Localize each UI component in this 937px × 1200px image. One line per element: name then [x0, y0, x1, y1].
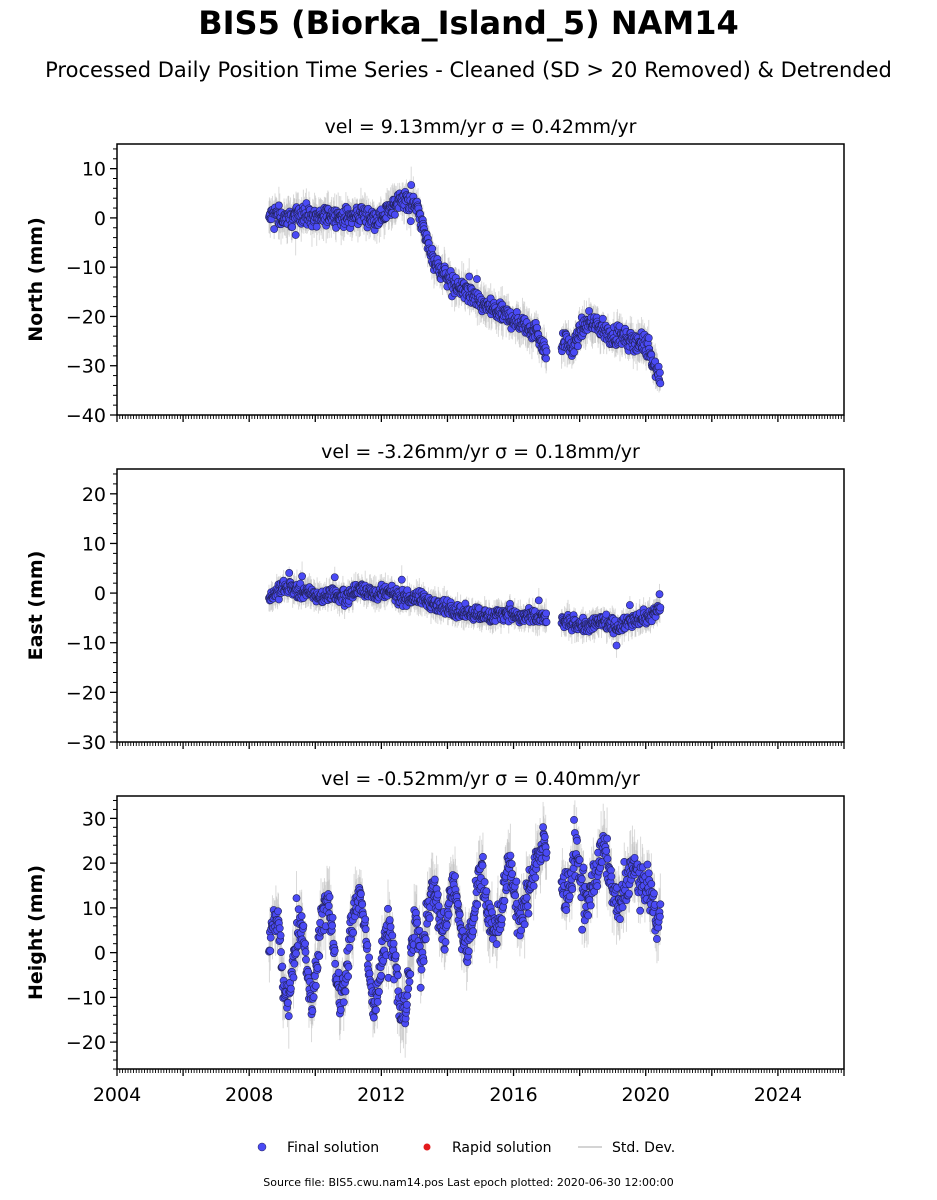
data-point: [570, 348, 578, 357]
data-point: [397, 575, 406, 584]
panel-title: vel = -0.52mm/yr σ = 0.40mm/yr: [321, 768, 640, 790]
data-point: [656, 603, 665, 612]
data-point: [656, 368, 664, 377]
data-point: [285, 569, 294, 577]
y-tick-label: −30: [66, 356, 106, 378]
data-point: [656, 379, 665, 388]
y-tick-label: 10: [82, 533, 106, 555]
y-tick-label: 20: [82, 484, 106, 506]
data-point: [270, 225, 279, 233]
data-point: [465, 272, 474, 281]
data-point: [312, 222, 321, 231]
data-points: [265, 166, 665, 393]
y-tick-label: −10: [66, 257, 106, 279]
data-point: [602, 610, 611, 619]
panel-title: vel = -3.26mm/yr σ = 0.18mm/yr: [321, 441, 640, 463]
figure-title: BIS5 (Biorka_Island_5) NAM14: [198, 4, 739, 42]
data-point: [298, 572, 306, 581]
y-tick-label: −30: [66, 732, 106, 754]
y-tick-label: −20: [66, 306, 106, 328]
y-tick-label: −20: [66, 682, 106, 704]
figure-subtitle: Processed Daily Position Time Series - C…: [45, 58, 892, 82]
data-point: [428, 244, 437, 253]
final-solution-points: [265, 181, 665, 388]
data-point: [598, 314, 607, 323]
data-point: [534, 596, 543, 605]
panel-north: vel = 9.13mm/yr σ = 0.42mm/yr North (mm) 1…: [25, 116, 845, 427]
data-point: [542, 609, 550, 618]
data-point: [655, 590, 664, 599]
data-point: [406, 217, 415, 226]
data-point: [407, 181, 416, 189]
data-points: [265, 561, 665, 658]
data-point: [288, 223, 297, 231]
y-tick-label: 0: [94, 583, 106, 605]
y-axis-label: Height (mm): [25, 865, 47, 1000]
data-point: [291, 231, 300, 239]
y-tick-label: 0: [94, 208, 106, 230]
panel-height: vel = -0.52mm/yr σ = 0.40mm/yr Height (mm…: [25, 768, 845, 1106]
y-tick-label: −40: [66, 405, 106, 427]
data-points: [265, 800, 665, 1058]
data-point: [612, 641, 621, 650]
panel-title: vel = 9.13mm/yr σ = 0.42mm/yr: [325, 116, 637, 138]
data-point: [542, 354, 550, 363]
data-point: [644, 334, 653, 342]
y-tick-label: 10: [82, 159, 106, 181]
data-point: [473, 275, 481, 283]
data-point: [625, 601, 634, 609]
y-axis-label: North (mm): [25, 217, 47, 342]
data-point: [274, 201, 283, 210]
data-point: [390, 210, 399, 219]
y-tick-label: −10: [66, 633, 106, 655]
panel-east: vel = -3.26mm/yr σ = 0.18mm/yr East (mm) 2…: [25, 441, 845, 754]
data-point: [542, 347, 551, 356]
data-point: [573, 342, 582, 351]
data-point: [542, 618, 551, 626]
data-point: [585, 307, 593, 315]
data-point: [330, 573, 339, 582]
y-axis-label: East (mm): [25, 551, 47, 661]
final-solution-points: [265, 569, 665, 650]
